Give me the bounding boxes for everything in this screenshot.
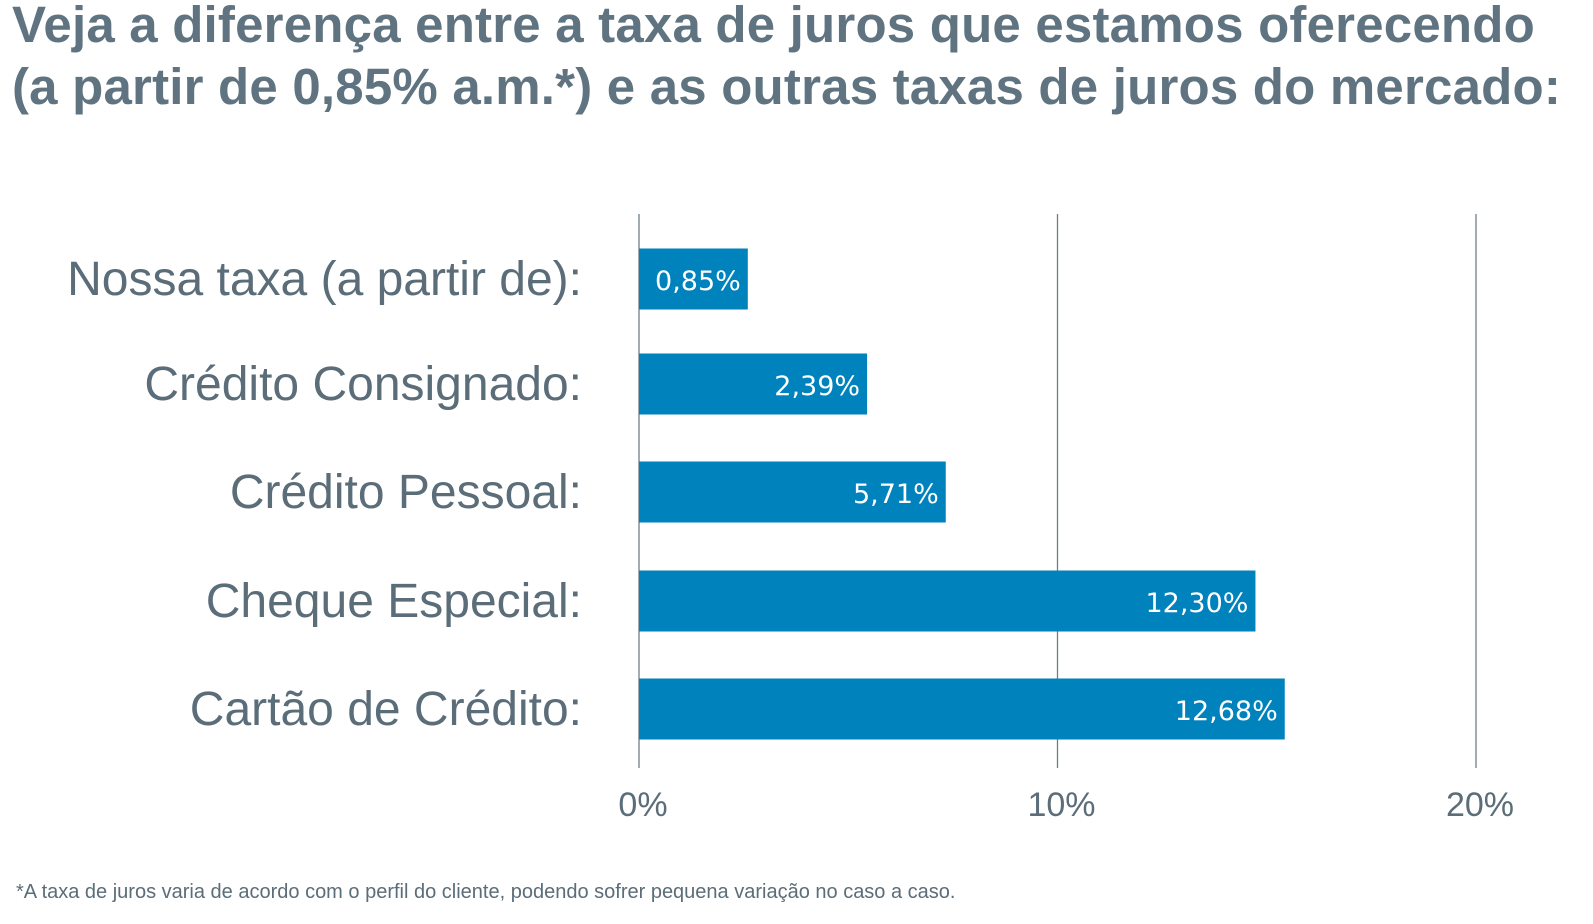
bar-data-label: 12,68% [1175,696,1278,727]
bar-data-label: 2,39% [774,371,860,402]
bar-data-label: 12,30% [1145,588,1248,619]
category-label: Crédito Pessoal: [230,466,582,519]
x-tick-label: 20% [1446,786,1514,824]
footnote: *A taxa de juros varia de acordo com o p… [16,881,955,904]
bar-data-label: 5,71% [853,479,939,510]
category-label: Nossa taxa (a partir de): [67,253,582,306]
x-tick-label: 10% [1027,786,1095,824]
bar-data-label: 0,85% [655,266,741,297]
category-label: Cartão de Crédito: [190,683,582,736]
category-label: Cheque Especial: [206,575,582,628]
x-tick-label: 0% [618,786,667,824]
category-label: Crédito Consignado: [144,358,582,411]
